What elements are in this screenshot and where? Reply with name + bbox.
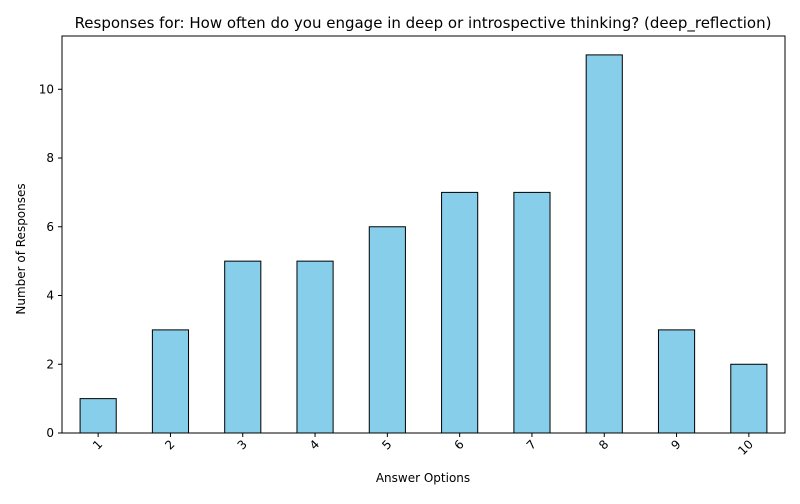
bar-8 bbox=[585, 54, 623, 434]
chart-title: Responses for: How often do you engage i… bbox=[75, 14, 772, 33]
bar-6 bbox=[441, 191, 479, 434]
y-axis: 0 2 4 6 8 10 bbox=[39, 82, 62, 440]
plot-border bbox=[61, 35, 786, 434]
y-tick-label: 8 bbox=[46, 151, 54, 165]
bar-10 bbox=[730, 363, 768, 434]
y-tick-label: 10 bbox=[39, 82, 54, 96]
plot-frame bbox=[61, 35, 786, 434]
bar-7 bbox=[513, 191, 551, 434]
bar-5 bbox=[368, 226, 406, 434]
y-tick-label: 4 bbox=[46, 289, 54, 303]
bar-3 bbox=[224, 260, 262, 434]
bars-group bbox=[79, 54, 768, 434]
bar-4 bbox=[296, 260, 334, 434]
bar-2 bbox=[151, 329, 190, 434]
bar-1 bbox=[79, 398, 117, 434]
y-tick-label: 2 bbox=[46, 357, 54, 371]
y-axis-label: Number of Responses bbox=[14, 183, 28, 314]
y-tick-label: 6 bbox=[46, 220, 54, 234]
x-axis-label: Answer Options bbox=[376, 471, 470, 485]
bar-9 bbox=[657, 329, 696, 434]
y-tick-label: 0 bbox=[46, 426, 54, 440]
